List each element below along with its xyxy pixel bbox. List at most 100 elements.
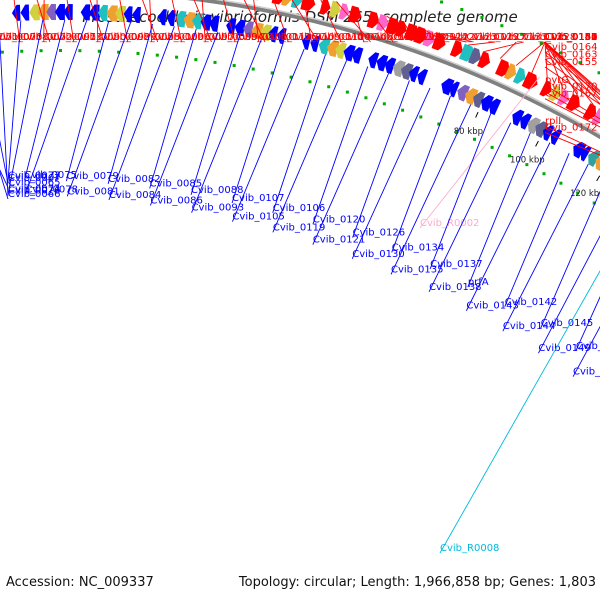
forward-gene[interactable] [366, 11, 380, 29]
reverse-gene[interactable] [457, 84, 471, 102]
gene-label[interactable]: Cvib_0085 [150, 179, 202, 190]
gene-label[interactable]: Cvib_0065 [8, 177, 60, 188]
gene-label[interactable]: Cvib_0172 [545, 122, 597, 133]
gene-label[interactable]: Cvib_0150 [545, 32, 597, 43]
reverse-gene[interactable] [106, 5, 118, 22]
forward-gene[interactable] [477, 51, 490, 69]
reverse-gene[interactable] [166, 9, 176, 27]
gene-label[interactable]: Cvib_0121 [313, 235, 365, 246]
reverse-gene[interactable] [588, 150, 600, 168]
gene-label[interactable]: Cvib_0114 [318, 32, 370, 43]
gene-label[interactable]: Cvib_0152 [545, 32, 597, 43]
gene-label[interactable]: Cvib_0167 [545, 89, 597, 100]
forward-gene[interactable] [556, 89, 569, 106]
forward-gene[interactable] [319, 0, 331, 15]
gene-label[interactable]: Cvib_0144 [503, 321, 555, 332]
gene-label[interactable]: Cvib_0084 [109, 190, 161, 201]
forward-gene[interactable] [328, 0, 341, 18]
gene-label[interactable]: Cvib_0088 [191, 185, 243, 196]
gene-label[interactable]: Cvib_0161 [545, 32, 597, 43]
gene-label[interactable]: Cvib_0145 [541, 318, 593, 329]
gene-label[interactable]: Cvib_0099 [205, 32, 257, 43]
gene-label[interactable]: Cvib_0098 [128, 32, 180, 43]
reverse-gene[interactable] [234, 19, 246, 37]
gene-label[interactable]: Cvib_0096 [158, 32, 210, 43]
gene-label[interactable]: Cvib_0091 [44, 32, 96, 43]
gene-label[interactable]: Cvib_0089 [104, 32, 156, 43]
forward-gene[interactable] [539, 80, 552, 97]
reverse-gene[interactable] [192, 13, 203, 30]
gene-label[interactable]: Cvib_R0002 [420, 218, 479, 229]
gene-label[interactable]: Cvib_0162 [576, 341, 600, 352]
gene-label[interactable]: Cvib_0154 [545, 32, 597, 43]
gene-label[interactable]: Cvib_0156 [545, 32, 597, 43]
gene-label[interactable]: Cvib_0072 [20, 32, 72, 43]
gene-label[interactable]: Cvib_0123 [445, 32, 497, 43]
gene-label[interactable]: Cvib_0131 [545, 32, 597, 43]
gene-label[interactable]: Cvib_0122 [422, 32, 474, 43]
reverse-gene[interactable] [46, 4, 56, 21]
reverse-gene[interactable] [97, 4, 108, 22]
gene-label[interactable]: Cvib_0081 [67, 186, 119, 197]
reverse-gene[interactable] [123, 6, 133, 23]
gene-label[interactable]: Cvib_0110 [312, 32, 364, 43]
gene-label[interactable]: Cvib_0120 [313, 214, 365, 225]
gene-label[interactable]: Cvib_0126 [353, 228, 405, 239]
reverse-gene[interactable] [441, 78, 455, 96]
reverse-gene[interactable] [535, 121, 549, 139]
gene-label[interactable]: Cvib_0153 [545, 32, 597, 43]
gene-label[interactable]: Cvib_0100 [152, 32, 204, 43]
reverse-gene[interactable] [37, 4, 49, 21]
gene-label[interactable]: Cvib_0157 [545, 32, 597, 43]
gene-label[interactable]: Cvib_0106 [273, 203, 325, 214]
gene-label[interactable]: rplI [545, 116, 561, 127]
gene-label[interactable]: Cvib_0125 [516, 32, 568, 43]
reverse-gene[interactable] [310, 35, 321, 53]
gene-label[interactable]: Cvib_0163 [545, 49, 597, 60]
gene-label[interactable]: Cvib_0076 [8, 186, 60, 197]
gene-label[interactable]: Cvib_0071 [0, 32, 18, 43]
reverse-gene[interactable] [481, 94, 494, 112]
gene-label[interactable]: Cvib_0068 [0, 32, 48, 43]
forward-gene[interactable] [449, 40, 463, 58]
reverse-gene[interactable] [488, 98, 502, 116]
gene-label[interactable]: Cvib_0119 [273, 222, 325, 233]
gene-label[interactable]: Cvib_0090 [74, 32, 126, 43]
gene-label[interactable]: Cvib_0141 [545, 32, 597, 43]
gene-label[interactable]: Cvib_0149 [538, 343, 590, 354]
reverse-gene[interactable] [301, 33, 312, 50]
gene-label[interactable]: Cvib_0097 [182, 32, 234, 43]
forward-gene[interactable] [503, 63, 517, 80]
reverse-gene[interactable] [183, 11, 196, 29]
reverse-gene[interactable] [409, 65, 421, 83]
reverse-gene[interactable] [473, 91, 486, 109]
gene-label[interactable]: Cvib_0092 [98, 32, 150, 43]
reverse-gene[interactable] [335, 42, 347, 60]
gene-label[interactable]: Cvib_0082 [108, 174, 160, 185]
reverse-gene[interactable] [209, 15, 220, 32]
gene-label[interactable]: Cvib_R0008 [440, 543, 499, 554]
gene-label[interactable]: Cvib_0109 [288, 32, 340, 43]
gene-label[interactable]: Cvib_0135 [391, 264, 443, 275]
reverse-gene[interactable] [343, 44, 356, 62]
forward-gene[interactable] [495, 59, 510, 77]
reverse-gene[interactable] [20, 4, 30, 21]
gene-label[interactable]: Cvib_0166 [573, 367, 600, 378]
gene-label[interactable]: Cvib_0112 [259, 32, 311, 43]
forward-gene[interactable] [431, 33, 446, 51]
reverse-gene[interactable] [318, 37, 331, 55]
forward-gene[interactable] [548, 84, 561, 102]
reverse-gene[interactable] [80, 4, 91, 21]
reverse-gene[interactable] [401, 63, 414, 81]
gene-label[interactable]: Cvib_0074 [8, 184, 60, 195]
gene-label[interactable]: Cvib_0075 [25, 170, 77, 181]
reverse-gene[interactable] [351, 47, 364, 64]
gene-label[interactable]: Cvib_0132 [545, 32, 597, 43]
gene-label[interactable]: Cvib_0116 [265, 32, 317, 43]
gene-label[interactable]: Cvib_0067 [8, 173, 60, 184]
gene-label[interactable]: Cvib_0107 [232, 193, 284, 204]
reverse-gene[interactable] [376, 54, 389, 72]
reverse-gene[interactable] [54, 4, 65, 21]
gene-label[interactable]: Cvib_0078 [25, 184, 77, 195]
reverse-gene[interactable] [527, 117, 542, 135]
